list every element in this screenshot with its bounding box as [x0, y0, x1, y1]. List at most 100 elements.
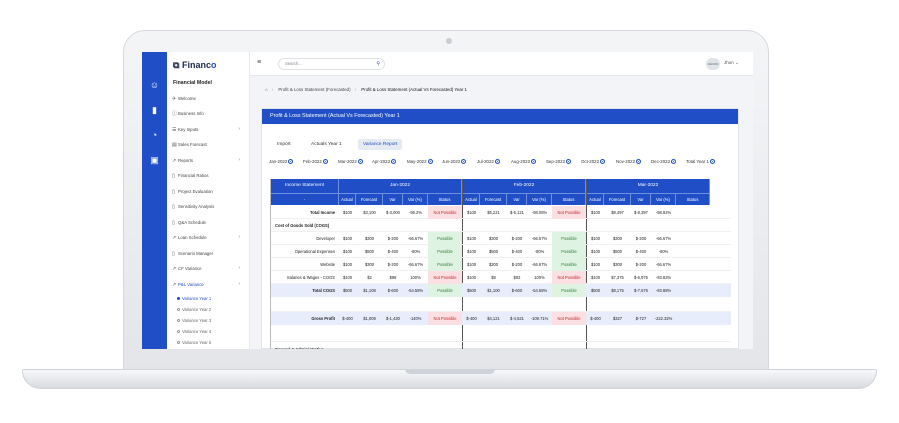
subitem-label: Variance Year 3 [182, 318, 212, 323]
sidebar-subitem-variance-year-1[interactable]: Variance Year 1 [177, 296, 211, 301]
radio-icon[interactable] [671, 159, 677, 165]
table-cell: $500 [466, 288, 477, 293]
doc-icon: ▯ [172, 251, 175, 257]
table-row: Website $100 $300 $-200 -66.67% Possible $100 $… [271, 258, 731, 271]
table-cell: $8 [491, 275, 496, 280]
sidebar-item-scenario-manager[interactable]: ▯ Scenario Manager [172, 249, 248, 258]
smile-icon[interactable]: ☺ [149, 80, 160, 90]
table-cell: -80% [534, 249, 545, 254]
radio-icon[interactable] [357, 159, 363, 165]
sidebar-item-financial-ratios[interactable]: ▯ Financial Ratios [172, 171, 248, 180]
menu-icon[interactable]: ≡ [257, 59, 262, 66]
table-cell: $1,100 [487, 288, 500, 293]
month-option-aug-2022[interactable]: Aug-2022 [511, 159, 537, 165]
sidebar-item-p-l-variance[interactable]: ↗ P&L Variance › [172, 280, 248, 289]
sidebar-item-sales-forecast[interactable]: ▤Sales Forecast [172, 140, 248, 149]
status-badge [676, 206, 710, 219]
sidebar-item-loan-schedule[interactable]: ↗ Loan Schedule › [172, 233, 248, 242]
month-label: Apr-2022 [372, 159, 391, 164]
breadcrumb-parent[interactable]: Profit & Loss Statement (Forecasted) [278, 87, 351, 92]
month-option-dec-2022[interactable]: Dec-2022 [651, 159, 677, 165]
month-option-apr-2022[interactable]: Apr-2022 [372, 159, 397, 165]
month-option-mar-2022[interactable]: Mar-2022 [338, 159, 363, 165]
month-option-may-2022[interactable]: May-2022 [407, 159, 433, 165]
radio-icon[interactable] [494, 159, 500, 165]
sidebar-item-key-inputs[interactable]: ☰ Key Inputs › [172, 125, 248, 134]
home-icon[interactable]: ⌂ [265, 87, 268, 92]
month-option-sep-2022[interactable]: Sep-2022 [546, 159, 572, 165]
sidebar-subitem-variance-year-4[interactable]: Variance Year 4 [177, 329, 211, 334]
sidebar-item-label: Sales Forecast [178, 142, 207, 147]
month-option-feb-2022[interactable]: Feb-2022 [303, 159, 328, 165]
column-header-status: Status [676, 193, 710, 205]
doc-icon: ▯ [172, 220, 175, 226]
radio-icon[interactable] [636, 159, 642, 165]
radio-icon[interactable] [600, 159, 606, 165]
search-input[interactable]: Search... ⚲ [278, 58, 385, 70]
column-header-forecast: Forecast [480, 193, 507, 205]
month-label: Dec-2022 [651, 159, 671, 164]
sidebar-item-project-evaluation[interactable]: ▯ Project Evaluation [172, 187, 248, 196]
table-cell: $-400 [466, 316, 477, 321]
column-header-actual: Actual [339, 193, 356, 205]
table-cell: $300 [612, 236, 623, 241]
radio-icon[interactable] [461, 159, 467, 165]
tab-actuals[interactable]: Actuals Year 1 [311, 142, 342, 147]
month-option-jun-2022[interactable]: Jun-2022 [442, 159, 467, 165]
month-label: Total Year 1 [686, 159, 709, 164]
status-badge: Possible [552, 284, 586, 297]
radio-icon[interactable] [709, 159, 715, 165]
info-icon: ⓘ [172, 111, 178, 117]
sidebar-subitem-variance-year-5[interactable]: Variance Year 5 [177, 340, 211, 345]
radio-icon[interactable] [288, 159, 294, 165]
radio-icon[interactable] [531, 159, 537, 165]
row-label: Website [320, 262, 335, 267]
tab-variance-report[interactable]: Variance Report [358, 139, 403, 150]
table-cell: -66.67% [407, 262, 424, 267]
status-badge: Not Possible [552, 206, 586, 219]
month-option-nov-2022[interactable]: Nov-2022 [616, 159, 642, 165]
sidebar-item-reports[interactable]: ↗ Reports › [172, 156, 248, 165]
table-cell: $100 [590, 236, 601, 241]
status-badge [676, 245, 710, 258]
table-cell: -222.32% [654, 316, 673, 321]
table-cell: $98 [389, 275, 397, 280]
table-cell: $-400 [342, 316, 353, 321]
avatar[interactable]: DEVON [706, 58, 720, 70]
month-option-jul-2022[interactable]: Jul-2022 [477, 159, 500, 165]
month-option-jan-2022[interactable]: Jan-2022 [269, 159, 294, 165]
table-cell: $-400 [635, 249, 647, 254]
section-label: Cost of Goods Sold (COGS) [275, 223, 330, 228]
laptop-notch [405, 369, 495, 374]
user-menu[interactable]: Jhon ⌄ [724, 60, 739, 65]
sidebar-item-q-a-schedule[interactable]: ▯ Q&A Schedule [172, 218, 248, 227]
search-icon[interactable]: ⚲ [376, 61, 380, 67]
radio-icon[interactable] [566, 159, 572, 165]
table-row: Total Income $100 $3,100 $-3,000 -96.2% Not P… [271, 206, 731, 219]
chevron-right-icon: › [238, 281, 240, 287]
month-option-oct-2022[interactable]: Oct-2022 [581, 159, 606, 165]
sidebar-item-business-info[interactable]: ⓘBusiness Info [172, 109, 248, 118]
sidebar-item-sensitivity-analysis[interactable]: ▯ Sensitivity Analysis [172, 202, 248, 211]
lock-icon[interactable]: ▣ [150, 155, 159, 165]
subitem-label: Variance Year 2 [182, 307, 212, 312]
sidebar-subitem-variance-year-3[interactable]: Variance Year 3 [177, 318, 211, 323]
table-cell: $-4,521 [510, 316, 524, 321]
month-option-total-year-1[interactable]: Total Year 1 [686, 159, 715, 165]
table-cell: $500 [364, 249, 375, 254]
pie-chart-icon[interactable]: ◔ [151, 130, 158, 140]
table-cell: -140% [409, 316, 422, 321]
radio-icon[interactable] [322, 159, 328, 165]
radio-icon[interactable] [427, 159, 433, 165]
sidebar-subitem-variance-year-2[interactable]: Variance Year 2 [177, 307, 211, 312]
tab-import[interactable]: Import [277, 142, 291, 147]
sidebar-item-cf-variance[interactable]: ↗ CF Variance › [172, 264, 248, 273]
table-cell: 100% [534, 275, 545, 280]
doc-icon: ▯ [172, 173, 175, 179]
table-cell: $5,221 [487, 210, 500, 215]
column-header-status: Status [552, 193, 586, 205]
bar-chart-icon[interactable]: ▮ [152, 105, 157, 115]
radio-icon[interactable] [391, 159, 397, 165]
sidebar-item-welcome[interactable]: ✈ Welcome [172, 94, 248, 103]
sidebar-item-label: Key Inputs [178, 127, 199, 132]
